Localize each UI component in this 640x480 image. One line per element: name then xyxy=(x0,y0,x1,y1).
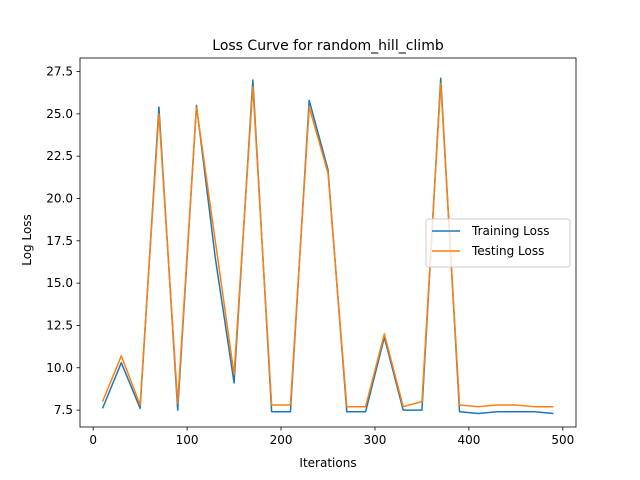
legend-box xyxy=(425,218,571,268)
chart-title: Loss Curve for random_hill_climb xyxy=(212,38,444,54)
x-tick-label-1: 100 xyxy=(176,433,199,447)
y-tick-label-1: 10.0 xyxy=(46,361,73,375)
y-tick-label-0: 7.5 xyxy=(54,403,73,417)
series-line-1 xyxy=(101,82,554,408)
plot-frame xyxy=(79,57,577,428)
x-tick-label-4: 400 xyxy=(457,433,480,447)
y-tick-label-4: 17.5 xyxy=(46,234,73,248)
x-tick-label-2: 200 xyxy=(270,433,293,447)
y-tick-label-2: 12.5 xyxy=(46,318,73,332)
x-tick-label-0: 0 xyxy=(89,433,97,447)
legend-label-1: Testing Loss xyxy=(471,244,544,258)
x-tick-label-3: 300 xyxy=(364,433,387,447)
x-tick-label-5: 500 xyxy=(551,433,574,447)
y-tick-label-8: 27.5 xyxy=(46,65,73,79)
y-tick-label-7: 25.0 xyxy=(46,107,73,121)
y-tick-label-3: 15.0 xyxy=(46,276,73,290)
x-axis-label: Iterations xyxy=(299,456,356,470)
y-tick-label-5: 20.0 xyxy=(46,191,73,205)
plot-area: 0 100 200 300 400 500 7.5 10.0 12.5 15.0 17.5 20.0 2… xyxy=(46,57,577,447)
series-line-0 xyxy=(101,77,554,415)
y-tick-label-6: 22.5 xyxy=(46,149,73,163)
y-axis-label: Log Loss xyxy=(20,214,34,266)
legend-label-0: Training Loss xyxy=(471,224,549,238)
